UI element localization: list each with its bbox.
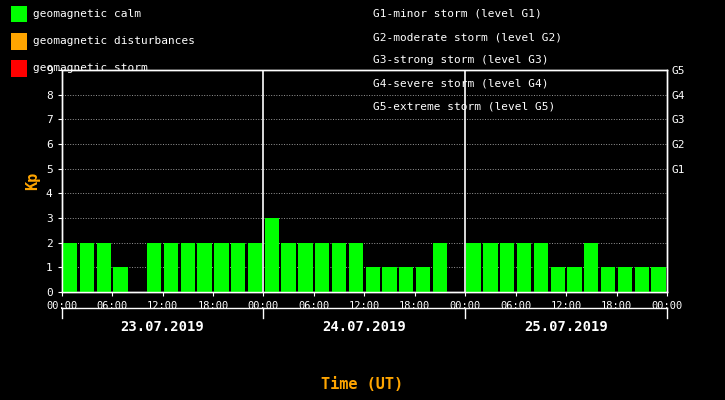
Text: G2-moderate storm (level G2): G2-moderate storm (level G2) xyxy=(373,32,563,42)
Bar xyxy=(433,243,447,292)
Bar xyxy=(550,267,565,292)
Bar xyxy=(147,243,161,292)
Bar xyxy=(568,267,581,292)
Bar xyxy=(399,267,413,292)
Bar xyxy=(281,243,296,292)
Bar xyxy=(96,243,111,292)
Bar xyxy=(80,243,94,292)
Text: 23.07.2019: 23.07.2019 xyxy=(120,320,204,334)
Y-axis label: Kp: Kp xyxy=(25,172,41,190)
Text: 25.07.2019: 25.07.2019 xyxy=(524,320,608,334)
Bar xyxy=(349,243,363,292)
Bar xyxy=(382,267,397,292)
Bar xyxy=(365,267,380,292)
Bar xyxy=(298,243,312,292)
Bar xyxy=(231,243,245,292)
Bar xyxy=(315,243,329,292)
Bar xyxy=(164,243,178,292)
Text: G3-strong storm (level G3): G3-strong storm (level G3) xyxy=(373,56,549,66)
Text: geomagnetic disturbances: geomagnetic disturbances xyxy=(33,36,194,46)
Bar xyxy=(634,267,649,292)
Bar xyxy=(416,267,431,292)
Bar xyxy=(601,267,616,292)
Bar xyxy=(534,243,548,292)
Bar xyxy=(652,267,666,292)
Bar xyxy=(484,243,497,292)
Bar xyxy=(500,243,515,292)
Bar xyxy=(181,243,195,292)
Bar xyxy=(466,243,481,292)
Text: G4-severe storm (level G4): G4-severe storm (level G4) xyxy=(373,78,549,89)
Text: 24.07.2019: 24.07.2019 xyxy=(323,320,406,334)
Bar xyxy=(248,243,262,292)
Bar xyxy=(197,243,212,292)
Bar xyxy=(214,243,228,292)
Text: Time (UT): Time (UT) xyxy=(321,377,404,392)
Bar xyxy=(332,243,347,292)
Bar xyxy=(517,243,531,292)
Text: G5-extreme storm (level G5): G5-extreme storm (level G5) xyxy=(373,102,555,112)
Bar xyxy=(265,218,279,292)
Bar xyxy=(113,267,128,292)
Text: geomagnetic calm: geomagnetic calm xyxy=(33,9,141,19)
Text: G1-minor storm (level G1): G1-minor storm (level G1) xyxy=(373,9,542,19)
Bar xyxy=(584,243,598,292)
Bar xyxy=(63,243,77,292)
Bar xyxy=(618,267,632,292)
Text: geomagnetic storm: geomagnetic storm xyxy=(33,64,147,74)
